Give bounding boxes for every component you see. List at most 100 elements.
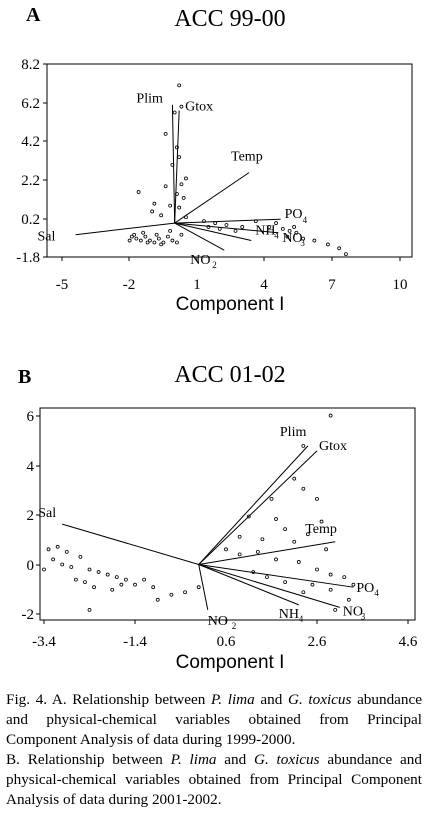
figure-caption: Fig. 4. A. Relationship between P. lima … [6, 690, 422, 810]
panel-b-data-point [351, 582, 356, 587]
panel-b-data-point [46, 547, 51, 552]
caption-b-text: B. Relationship between [6, 751, 171, 768]
panel-a-data-point [177, 155, 182, 160]
panel-b-data-point [133, 582, 137, 587]
panel-b-data-point [265, 575, 269, 579]
panel-b-data-point [42, 567, 46, 572]
panel-a-vector-label: 3 [300, 238, 305, 248]
caption-b-and: and [216, 751, 254, 768]
panel-a-data-point [301, 236, 306, 241]
panel-a-data-point [152, 201, 157, 206]
panel-a-vector-label: NO [282, 231, 302, 246]
panel-a-data-point [172, 110, 177, 115]
panel-a-vector-nh4 [174, 222, 252, 242]
panel-b-vector-sal [62, 523, 199, 565]
panel-a-vector-label: Gtox [185, 100, 213, 115]
panel-a-data-point [179, 232, 184, 237]
panel-a-data-point [161, 240, 166, 245]
panel-a-data-point [344, 252, 348, 257]
panel-a-data-point [202, 219, 206, 224]
panel-a-xtick-label: 1 [193, 277, 201, 293]
panel-b-data-point [83, 580, 87, 585]
panel-a-data-point [168, 228, 173, 233]
panel-a-data-point [150, 209, 155, 214]
panel-b-vector-label: Temp [305, 522, 337, 537]
panel-a-data-point [163, 184, 168, 189]
panel-b-vector-nh4 [198, 564, 299, 606]
panel-b-data-point [274, 517, 278, 521]
panel-a-vector-temp [174, 172, 250, 224]
panel-a-ytick-label: 8.2 [21, 57, 40, 73]
panel-a-data-point [312, 238, 317, 243]
panel-a-data-point [294, 230, 299, 235]
panel-b-data-point [87, 608, 92, 612]
panel-a-ytick-label: 6.2 [21, 96, 40, 112]
panel-a-data-point [127, 238, 132, 243]
chart-canvas: -5 -2 1 4 7 10 8.2 6.2 4.2 2.2 0.2 -1.8 Plim Gtox Temp… [16, 57, 418, 650]
panel-b-vector-no3 [198, 563, 340, 608]
panel-b-vector-label: NH [279, 607, 299, 622]
panel-b-data-point [64, 549, 69, 554]
panel-b-data-point [237, 534, 242, 539]
panel-a-data-point [145, 240, 150, 245]
panel-b-vector-label: NO [208, 614, 228, 629]
panel-a-data-point [175, 145, 179, 150]
panel-a-xtick-label: -5 [56, 277, 69, 293]
panel-a-data-point [152, 240, 157, 245]
panel-a-data-point [170, 238, 175, 243]
panel-a-vector-sal [75, 222, 175, 236]
panel-b-data-point [110, 587, 115, 592]
panel-b-vector-label: Gtox [319, 439, 347, 454]
panel-b-data-point [342, 575, 347, 579]
panel-a-data-point [156, 236, 161, 241]
panel-a-data-point [287, 228, 292, 233]
panel-b-vector-temp [198, 541, 336, 565]
caption-b-rest: abundance and physical-chemical variable… [6, 751, 422, 808]
panel-b-data-point [324, 547, 329, 552]
panel-b-data-point [328, 587, 333, 592]
panel-a-vector-label: NO [190, 253, 210, 268]
panel-b-vector-label: Sal [38, 506, 56, 521]
caption-a: Fig. 4. A. Relationship between P. lima … [6, 690, 422, 750]
panel-b-data-point [301, 590, 306, 595]
panel-b-data-point [114, 575, 119, 579]
panel-b-data-point [301, 443, 306, 448]
panel-a-vector-plim [171, 104, 176, 224]
panel-b-vector-label: Plim [280, 425, 307, 440]
panel-a-data-point [163, 131, 168, 136]
caption-a-species-1: P. lima [210, 691, 255, 708]
panel-a-data-point [325, 242, 330, 247]
panel-a-data-point [177, 83, 182, 88]
panel-b-data-point [305, 532, 310, 537]
panel-b-vector-no2 [198, 564, 209, 611]
panel-b-data-point [346, 597, 351, 602]
panel-b-data-point [328, 572, 333, 577]
panel-a-vector-label: 4 [274, 231, 279, 241]
panel-a-data-point [292, 225, 296, 229]
panel-b-data-point [292, 476, 297, 481]
panel-b-ytick-label: 6 [27, 409, 35, 425]
panel-a-data-point [138, 238, 143, 243]
panel-b-data-point [169, 592, 174, 597]
caption-a-and: and [254, 691, 288, 708]
panel-a-letter: A [26, 4, 41, 26]
panel-b-data-point [69, 565, 74, 569]
panel-a-data-point [224, 223, 229, 227]
panel-b-vector-label: 3 [361, 611, 366, 621]
caption-a-text: Fig. 4. A. Relationship between [6, 691, 211, 708]
panel-a-ytick-label: -1.8 [16, 250, 40, 266]
panel-a-vector-label: PO [285, 207, 303, 222]
panel-a-data-point [177, 205, 182, 210]
panel-b-letter: B [18, 366, 32, 388]
caption-b-species-1: P. lima [170, 751, 217, 768]
panel-b-data-point [315, 496, 319, 501]
panel-a-data-point [147, 238, 152, 243]
panel-b-data-point [283, 580, 288, 585]
panel-a-xtick-label: 4 [260, 277, 268, 293]
panel-b-data-point [196, 585, 201, 590]
panel-b-data-point [333, 608, 338, 612]
panel-a-data-point [179, 104, 184, 109]
panel-b-data-point [105, 572, 110, 577]
panel-b-data-point [274, 557, 278, 562]
panel-b-data-point [55, 544, 60, 549]
